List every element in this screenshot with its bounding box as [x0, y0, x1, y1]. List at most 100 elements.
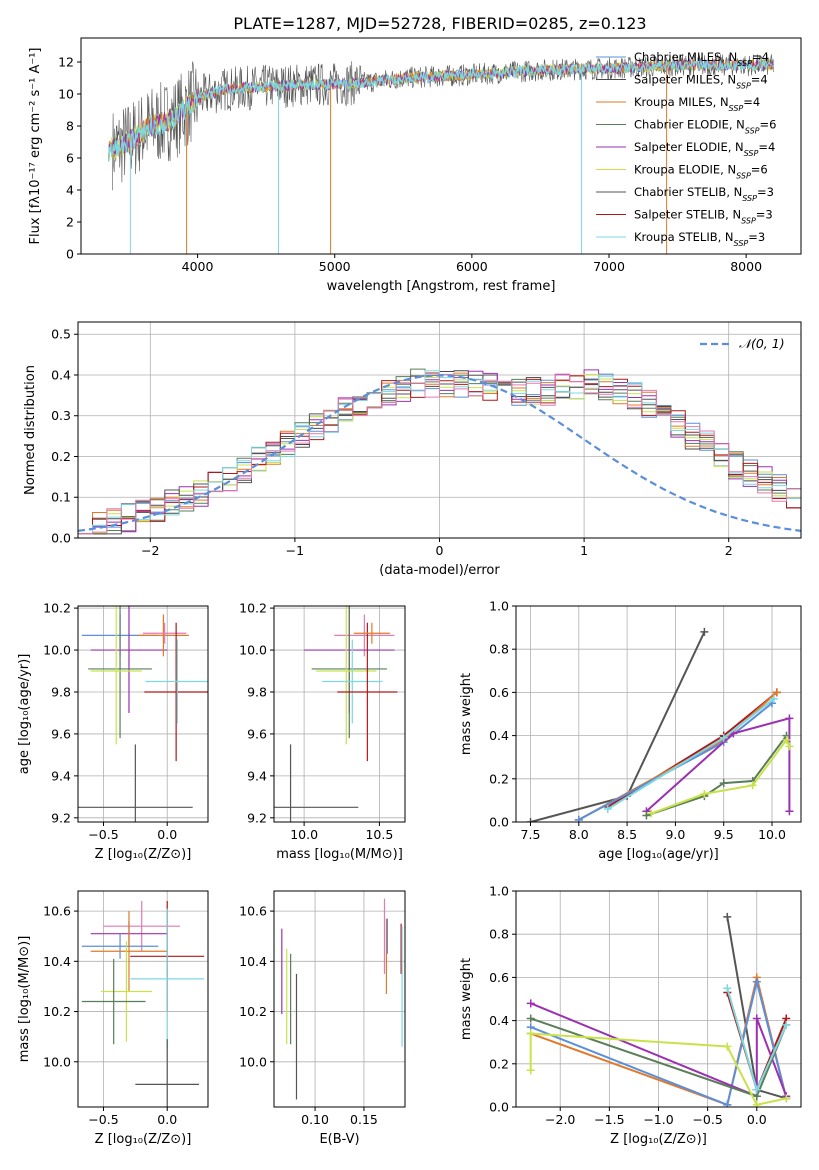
axes-frame — [273, 890, 406, 1108]
y-axis-label: Flux [fλ10⁻¹⁷ erg cm⁻² s⁻¹ A⁻¹] — [28, 48, 43, 245]
y-tick-label: 10.6 — [43, 904, 71, 919]
plot-area — [107, 53, 774, 254]
y-tick-label: 0.6 — [489, 685, 509, 700]
legend-label: 𝒩(0, 1) — [739, 336, 785, 351]
y-tick-label: 10.0 — [43, 643, 71, 658]
axes-frame — [515, 605, 802, 823]
y-tick-label: 9.6 — [51, 726, 71, 741]
x-tick-label: 9.5 — [714, 827, 734, 842]
legend-label-tail: =4 — [743, 95, 760, 109]
y-tick-label: 9.2 — [51, 810, 71, 825]
y-tick-label: 0.6 — [489, 970, 509, 985]
x-tick-label: 8.5 — [617, 827, 637, 842]
y-tick-label: 9.8 — [247, 684, 267, 699]
series-marker — [700, 789, 709, 798]
legend-label-main: Salpeter ELODIE, N — [634, 140, 744, 154]
series-line-kroupa_elodie — [650, 737, 791, 815]
figure-title: PLATE=1287, MJD=52728, FIBERID=0285, z=0… — [233, 14, 646, 33]
y-axis-label: mass [log₁₀(M/M⊙)] — [17, 936, 32, 1063]
x-tick-label: −2 — [141, 543, 159, 558]
x-tick-label: −0.5 — [692, 1112, 722, 1127]
y-tick-label: 9.2 — [247, 810, 267, 825]
legend-label: Chabrier STELIB, NSSP=3 — [634, 185, 774, 203]
x-tick-label: 0.0 — [157, 1112, 177, 1127]
series-line-chabrier_stelib — [530, 631, 706, 822]
series-marker — [526, 818, 535, 822]
legend-label-sub: SSP — [742, 194, 757, 203]
series-line-salpeter_elodie — [645, 716, 791, 812]
series-marker — [785, 807, 794, 816]
y-tick-label: 0.0 — [51, 531, 71, 546]
axes-frame — [80, 37, 802, 255]
y-tick-label: 8 — [66, 119, 74, 134]
legend-label-tail: =6 — [751, 163, 768, 177]
series-marker — [723, 984, 732, 993]
x-tick-label: 4000 — [182, 259, 214, 274]
x-tick-label: 0.15 — [350, 1112, 378, 1127]
x-tick-label: −1 — [286, 543, 304, 558]
axes-frame — [77, 605, 209, 823]
series-marker — [574, 815, 583, 822]
y-tick-label: 10.2 — [239, 1004, 267, 1019]
series-marker — [647, 809, 656, 818]
panel-massweight_vs_age: 7.5 8.0 8.5 9.0 9.5 10.0 0.0 0.2 0.4 0.6 0.8 1.0 age… — [459, 599, 802, 862]
series-marker — [785, 714, 794, 723]
series-marker — [785, 742, 794, 751]
panel-massweight_vs_z: −2.0 −1.5 −1.0 −0.5 0.0 0.0 0.2 0.4 0.6 0.8 1.0 Z [… — [459, 884, 802, 1147]
y-axis-label: mass weight — [459, 958, 474, 1040]
x-axis-label: age [log₁₀(age/yr)] — [598, 847, 719, 862]
x-tick-label: 0.10 — [301, 1112, 329, 1127]
legend-label-tail: =4 — [751, 73, 768, 87]
x-tick-label: 7000 — [593, 259, 625, 274]
legend-label-main: Kroupa STELIB, N — [634, 230, 734, 244]
series-marker — [748, 781, 757, 790]
x-tick-label: 10.0 — [290, 827, 318, 842]
y-tick-label: 2 — [66, 215, 74, 230]
x-axis-label: Z [log₁₀(Z/Z⊙)] — [95, 1132, 192, 1147]
legend-label-main: Chabrier ELODIE, N — [634, 118, 745, 132]
series-marker — [526, 1066, 535, 1075]
legend-label-main: Kroupa ELODIE, N — [634, 163, 736, 177]
x-tick-label: 1 — [580, 543, 588, 558]
series-marker — [723, 1100, 732, 1107]
y-tick-label: 1.0 — [489, 599, 509, 614]
series-marker — [642, 811, 651, 820]
plot-area — [78, 606, 208, 822]
legend-label-main: Chabrier STELIB, N — [634, 185, 742, 199]
legend-label-main: Chabrier MILES, N — [634, 50, 737, 64]
y-tick-label: 10.2 — [43, 1004, 71, 1019]
panel-age_vs_z: −0.5 0.0 9.2 9.4 9.6 9.8 10.0 10.2 Z [log₁₀(Z/Z⊙… — [17, 601, 209, 862]
panel-mass_vs_ebv: 0.10 0.15 10.0 10.2 10.4 10.6 E(B-V) — [239, 890, 406, 1147]
x-tick-label: −1.0 — [643, 1112, 673, 1127]
x-tick-label: 8.0 — [569, 827, 589, 842]
y-tick-label: 10.0 — [239, 643, 267, 658]
series-marker — [719, 733, 728, 742]
x-tick-label: 6000 — [456, 259, 488, 274]
y-tick-label: 0 — [66, 247, 74, 262]
y-tick-label: 0.0 — [489, 815, 509, 830]
y-tick-label: 0.4 — [489, 1013, 509, 1028]
series-marker — [603, 805, 612, 814]
series-marker — [752, 1085, 761, 1094]
series-marker — [526, 1029, 535, 1038]
plot-area — [281, 898, 403, 1100]
y-tick-label: 9.4 — [247, 768, 267, 783]
y-tick-label: 0.8 — [489, 642, 509, 657]
y-tick-label: 0.8 — [489, 927, 509, 942]
y-tick-label: 0.2 — [489, 771, 509, 786]
legend-label-sub: SSP — [745, 126, 760, 135]
legend-label-tail: =3 — [748, 230, 765, 244]
x-axis-label: Z [log₁₀(Z/Z⊙)] — [95, 847, 192, 862]
x-tick-label: 0 — [436, 543, 444, 558]
plot-area — [274, 606, 398, 822]
spectrum-data-line — [112, 53, 774, 191]
series-marker — [723, 912, 732, 921]
legend-label: Chabrier ELODIE, NSSP=6 — [634, 118, 776, 136]
y-axis-label: Normed distribution — [23, 365, 38, 495]
legend-label-sub: SSP — [736, 171, 751, 180]
x-tick-label: −2.0 — [545, 1112, 575, 1127]
x-tick-label: 0.0 — [157, 827, 177, 842]
legend-label-sub: SSP — [737, 59, 752, 68]
y-tick-label: 10.2 — [43, 601, 71, 616]
